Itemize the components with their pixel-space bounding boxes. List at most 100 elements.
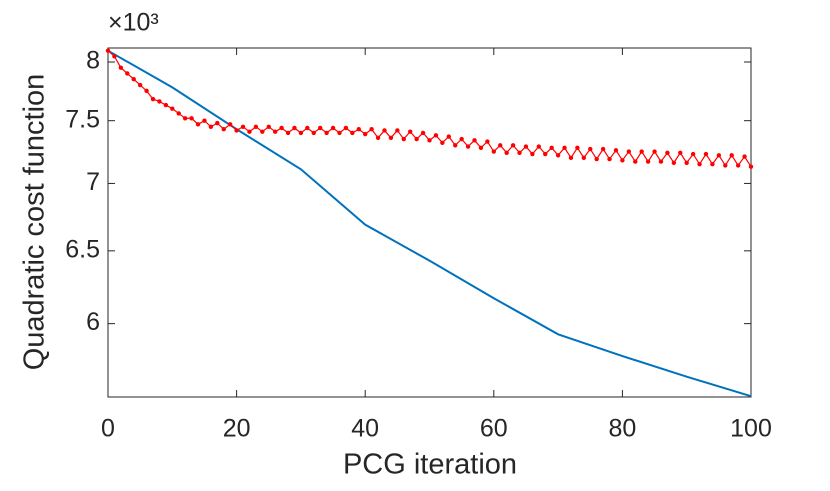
series-marker <box>144 88 149 94</box>
series-marker <box>189 116 194 121</box>
series-marker <box>388 135 394 141</box>
y-tick-label: 6.5 <box>65 235 100 263</box>
series-marker <box>594 156 599 162</box>
series-marker <box>729 153 734 158</box>
series-marker <box>260 129 265 134</box>
series-marker <box>125 71 130 76</box>
series-marker <box>588 146 593 152</box>
y-tick-label: 8 <box>86 47 100 75</box>
series-marker <box>176 111 181 116</box>
series-marker <box>613 148 619 153</box>
series-marker <box>684 160 689 166</box>
series-marker <box>523 144 529 149</box>
series-marker <box>195 122 201 127</box>
series-marker <box>401 136 406 142</box>
series-marker <box>369 127 374 132</box>
y-tick-label: 6 <box>86 308 100 336</box>
series-marker <box>639 149 644 154</box>
series-marker <box>472 138 477 143</box>
series-marker <box>363 131 368 137</box>
series-marker <box>298 130 304 136</box>
series-marker <box>465 144 471 149</box>
series-marker <box>279 125 284 131</box>
series-marker <box>665 150 670 155</box>
series-marker <box>735 163 741 168</box>
series-marker <box>317 125 323 131</box>
series-marker <box>498 143 503 148</box>
series-marker <box>633 159 638 164</box>
series-marker <box>478 145 484 150</box>
series-marker <box>446 134 451 139</box>
series-marker <box>356 127 361 132</box>
series-marker <box>536 144 542 149</box>
series-marker <box>620 158 625 163</box>
series-marker <box>530 151 535 157</box>
series-marker <box>131 77 136 82</box>
x-axis-label: PCG iteration <box>343 449 517 481</box>
series-marker <box>568 155 574 161</box>
series-marker <box>150 96 156 102</box>
series-marker <box>266 124 271 129</box>
series-marker <box>202 118 207 123</box>
x-tick-label: 80 <box>608 415 636 443</box>
y-tick-label: 7 <box>86 168 100 196</box>
series-marker <box>510 143 516 148</box>
series-marker <box>208 124 214 129</box>
series-marker <box>575 145 580 150</box>
series-marker <box>652 149 657 154</box>
series-marker <box>697 161 702 167</box>
series-marker <box>710 161 715 167</box>
series-marker <box>485 139 490 144</box>
series-marker <box>157 99 162 104</box>
series-marker <box>433 133 439 138</box>
series-marker <box>272 129 278 134</box>
series-marker <box>658 159 664 164</box>
series-marker <box>671 160 677 166</box>
series-marker <box>375 135 381 141</box>
series-marker <box>723 163 728 168</box>
series-marker <box>517 150 522 155</box>
series-marker <box>324 130 329 136</box>
series-marker <box>678 150 683 155</box>
series-marker <box>562 145 567 150</box>
series-marker <box>163 102 169 108</box>
series-marker <box>305 125 310 131</box>
series-marker <box>118 65 124 70</box>
series-marker <box>112 54 117 59</box>
series-marker <box>645 159 651 164</box>
series-marker <box>408 129 413 134</box>
series-marker <box>420 130 426 136</box>
series-marker <box>459 136 464 142</box>
x-tick-label: 100 <box>730 415 772 443</box>
series-marker <box>170 106 175 111</box>
series-marker <box>234 128 239 133</box>
series-marker <box>600 146 606 152</box>
series-marker <box>504 150 509 155</box>
y-axis-label: Quadratic cost function <box>19 74 51 371</box>
series-marker <box>716 153 722 158</box>
x-tick-label: 40 <box>351 415 379 443</box>
series-marker <box>240 124 246 129</box>
y-multiplier: ×10³ <box>108 9 159 37</box>
x-tick-label: 20 <box>223 415 251 443</box>
series-marker <box>414 136 419 142</box>
series-marker <box>427 138 432 143</box>
series-marker <box>215 120 220 126</box>
series-marker <box>607 156 612 162</box>
series-marker <box>453 143 458 148</box>
series-marker <box>690 151 696 157</box>
series-marker <box>221 127 226 132</box>
series-marker <box>182 116 188 121</box>
x-tick-label: 60 <box>480 415 508 443</box>
plot-frame <box>107 47 752 398</box>
series-marker <box>337 130 342 136</box>
series-marker <box>543 151 548 157</box>
series-marker <box>285 130 291 136</box>
series-marker <box>382 128 387 133</box>
series-marker <box>581 155 587 161</box>
y-tick-label: 7.5 <box>65 105 100 133</box>
series-marker <box>491 149 496 154</box>
series-marker <box>311 130 316 136</box>
series-marker <box>748 164 754 169</box>
